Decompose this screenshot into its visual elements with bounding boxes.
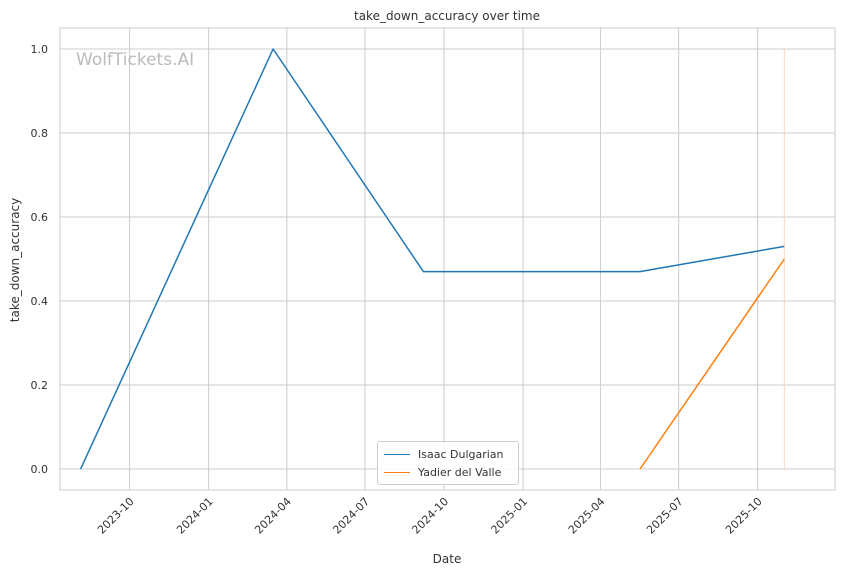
legend: Isaac Dulgarian Yadier del Valle <box>377 441 519 485</box>
x-tick-label: 2025-01 <box>489 495 531 537</box>
x-tick-label: 2025-07 <box>644 495 686 537</box>
series-line-yadier-del-valle <box>639 258 785 470</box>
y-axis-label: take_down_accuracy <box>8 198 22 322</box>
x-axis-label: Date <box>433 552 462 566</box>
x-tick-label: 2024-10 <box>409 495 451 537</box>
legend-label-isaac-dulgarian: Isaac Dulgarian <box>418 447 504 461</box>
x-tick-label: 2024-04 <box>252 495 294 537</box>
legend-swatch-yadier-del-valle <box>384 471 410 473</box>
y-tick-label: 1.0 <box>31 43 49 56</box>
y-tick-label: 0.6 <box>31 211 49 224</box>
legend-item-isaac-dulgarian: Isaac Dulgarian <box>384 447 504 461</box>
series-line-isaac-dulgarian <box>79 48 785 470</box>
x-tick-label: 2023-10 <box>95 495 137 537</box>
legend-swatch-isaac-dulgarian <box>384 453 410 455</box>
plot-frame <box>59 27 836 491</box>
legend-label-yadier-del-valle: Yadier del Valle <box>418 465 502 479</box>
y-tick-label: 0.0 <box>31 463 49 476</box>
x-tick-label: 2024-07 <box>330 495 372 537</box>
chart-title: take_down_accuracy over time <box>354 9 540 23</box>
watermark: WolfTickets.AI <box>76 50 194 70</box>
y-tick-label: 0.2 <box>31 379 49 392</box>
y-tick-label: 0.4 <box>31 295 49 308</box>
x-tick-label: 2025-10 <box>723 495 765 537</box>
y-tick-label: 0.8 <box>31 127 49 140</box>
x-tick-label: 2024-01 <box>174 495 216 537</box>
x-tick-label: 2025-04 <box>566 495 608 537</box>
legend-item-yadier-del-valle: Yadier del Valle <box>384 465 501 479</box>
